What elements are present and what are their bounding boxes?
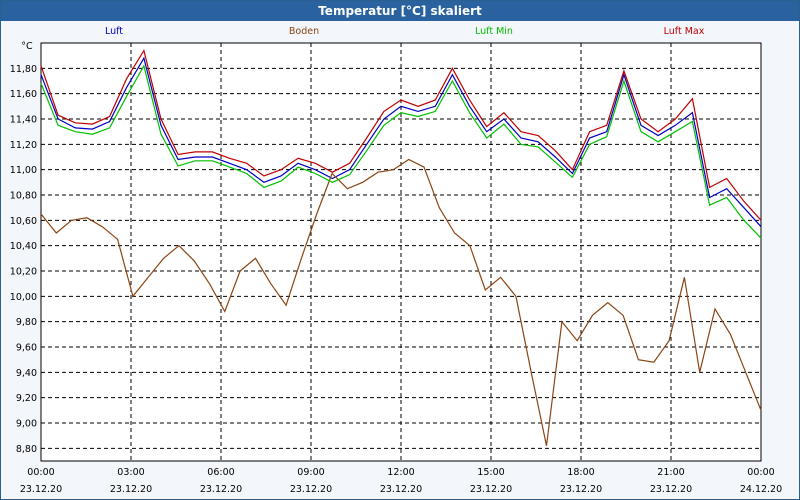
x-tick-date: 23.12.20 [470, 484, 512, 495]
y-tick-label: 10,80 [10, 191, 37, 202]
y-tick-label: 11,60 [10, 89, 37, 100]
x-tick-date: 23.12.20 [20, 484, 62, 495]
x-tick-date: 23.12.20 [200, 484, 242, 495]
x-tick-time: 21:00 [657, 467, 684, 478]
x-tick-time: 06:00 [207, 467, 234, 478]
y-axis-label: °C [21, 41, 33, 52]
x-tick-time: 00:00 [27, 467, 54, 478]
y-tick-label: 9,40 [16, 368, 37, 379]
x-tick-date: 23.12.20 [110, 484, 152, 495]
x-tick-time: 18:00 [567, 467, 594, 478]
series-line [40, 158, 762, 446]
y-tick-label: 10,60 [10, 216, 37, 227]
temperature-chart: 11,80 11,60 11,40 11,20 11,00 10,80 10,60 10,40… [10, 26, 782, 495]
window-title: Temperatur [°C] skaliert [1, 1, 799, 21]
series-line [40, 56, 762, 228]
y-tick-label: 11,20 [10, 140, 37, 151]
x-tick-time: 00:00 [747, 467, 774, 478]
legend-entry: Luft [105, 26, 123, 37]
series-line [40, 49, 762, 221]
y-tick-label: 11,80 [10, 64, 37, 75]
y-tick-label: 9,00 [16, 419, 37, 430]
y-tick-label: 9,60 [16, 343, 37, 354]
x-tick-date: 23.12.20 [650, 484, 692, 495]
legend-entry: Luft Max [664, 26, 705, 37]
y-tick-label: 8,80 [16, 444, 37, 455]
x-tick-time: 15:00 [477, 467, 504, 478]
x-tick-time: 09:00 [297, 467, 324, 478]
y-tick-label: 9,20 [16, 393, 37, 404]
x-tick-date: 23.12.20 [290, 484, 332, 495]
series-line [40, 64, 762, 239]
x-tick-date: 23.12.20 [560, 484, 602, 495]
y-tick-label: 10,20 [10, 267, 37, 278]
y-tick-label: 9,80 [16, 317, 37, 328]
y-tick-label: 11,00 [10, 165, 37, 176]
y-tick-label: 10,00 [10, 292, 37, 303]
x-tick-date: 23.12.20 [380, 484, 422, 495]
x-tick-date: 24.12.20 [740, 484, 782, 495]
legend-entry: Luft Min [475, 26, 513, 37]
y-tick-label: 10,40 [10, 241, 37, 252]
y-tick-label: 11,40 [10, 115, 37, 126]
x-tick-time: 03:00 [117, 467, 144, 478]
x-tick-time: 12:00 [387, 467, 414, 478]
legend-entry: Boden [289, 26, 319, 37]
